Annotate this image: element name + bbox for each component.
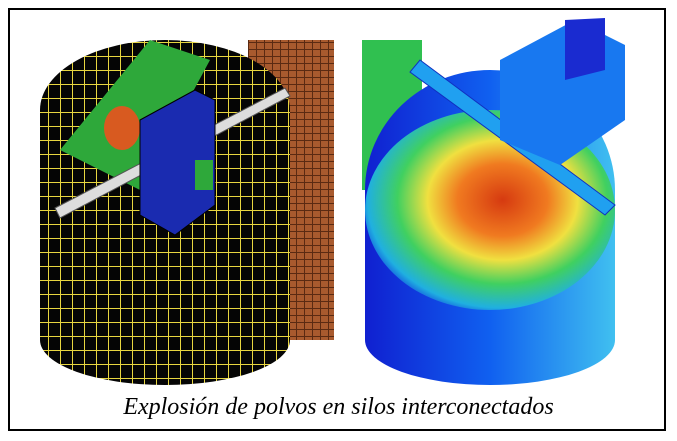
box [500,20,625,165]
panel [195,160,213,190]
figure-image [0,0,677,395]
equipment [104,106,140,150]
caption: Explosión de polvos en silos interconect… [0,394,677,421]
box [565,18,605,80]
page: {"figure": {"caption": "Explosión de pol… [0,0,677,441]
